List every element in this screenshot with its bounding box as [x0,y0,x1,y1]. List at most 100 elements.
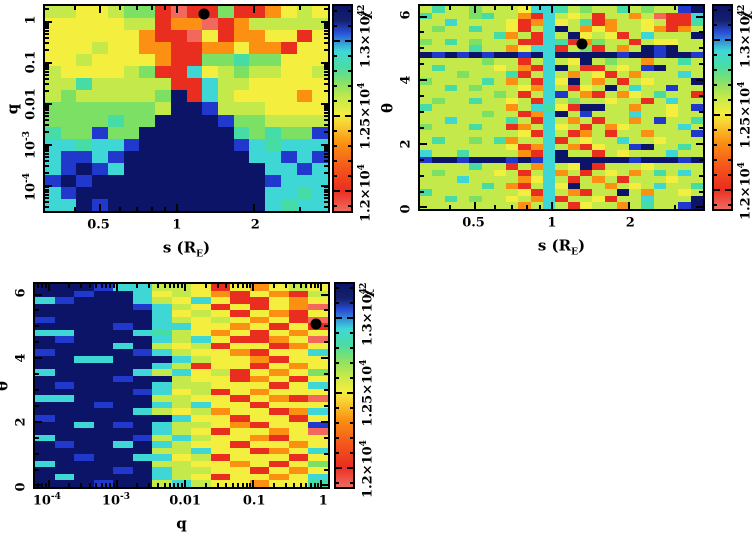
heatmap-cell [420,38,433,46]
axis-tick [348,69,351,72]
heatmap-cell [616,136,630,144]
heatmap-cell [653,58,667,65]
heatmap-cell [653,189,667,196]
heatmap-cell [107,30,124,43]
heatmap-cell [481,32,494,39]
axis-tick [44,483,47,487]
heatmap-cell [678,45,691,52]
heatmap-cell [555,64,568,72]
axis-tick [45,20,52,23]
axis-tick [253,6,256,13]
heatmap-cell [653,32,667,39]
heatmap-cell [592,195,605,203]
heatmap-cell [641,38,654,46]
heatmap-cell [432,202,445,209]
heatmap-cell [481,64,494,72]
heatmap-cell [690,189,703,196]
heatmap-cell [592,163,605,170]
heatmap-cell [230,329,250,337]
axis-tick [324,193,328,196]
heatmap-cell [93,349,114,357]
heatmap-cell [666,182,679,190]
heatmap-cell [93,369,114,376]
heatmap-cell [54,454,75,461]
axis-tick [334,39,340,42]
heatmap-cell [60,30,77,43]
heatmap-cell [92,54,108,67]
heatmap-cell [420,150,433,157]
heatmap-cell [629,150,642,157]
heatmap-cell [280,138,297,151]
heatmap-cell [604,189,617,196]
heatmap-cell [288,356,309,363]
heatmap-cell [152,336,172,343]
heatmap-cell [93,428,114,435]
colorbar-gradient [336,284,353,487]
heatmap-cell [107,54,124,67]
heatmap-cell [210,421,231,429]
heatmap-cell [678,84,691,92]
heatmap-cell [629,38,642,46]
heatmap-cell [191,297,211,304]
heatmap-cell [249,30,266,43]
heatmap-cell [74,421,94,429]
heatmap-cell [93,323,114,330]
heatmap-cell [217,78,234,91]
axis-tick [321,357,328,360]
heatmap-cell [74,369,94,376]
heatmap-cell [280,198,297,211]
heatmap-cell [432,71,445,79]
heatmap-cell [170,18,187,31]
heatmap-cell [35,401,55,409]
heatmap-cell [269,349,289,357]
heatmap-cell [604,78,617,85]
heatmap-cell [132,454,153,461]
heatmap-cell [210,369,231,376]
heatmap-cell [432,163,445,170]
heatmap-cell [74,284,94,291]
heatmap-cell [666,123,679,131]
heatmap-cell [481,25,494,33]
axis-tick [699,126,703,129]
heatmap-cell [35,369,55,376]
heatmap-cell [579,136,593,144]
heatmap-cell [690,182,703,190]
heatmap-cell [666,176,679,183]
heatmap-cell [481,78,494,85]
heatmap-cell [653,104,667,111]
axis-tick [35,325,39,328]
heatmap-cell [152,356,172,363]
heatmap-cell [210,460,231,468]
axis-tick [728,173,731,176]
axis-tick [324,104,328,107]
heatmap-cell [265,6,281,19]
axis-tick [324,70,328,73]
heatmap-cell [543,182,556,190]
heatmap-cell [308,414,328,422]
heatmap-cell [113,467,133,474]
heatmap-cell [506,104,519,111]
heatmap-cell [60,138,77,151]
heatmap-cell [249,54,266,67]
heatmap-cell [308,349,328,357]
heatmap-cell [296,162,313,175]
heatmap-cell [456,156,470,164]
axis-tick [673,6,676,10]
heatmap-cell [543,78,556,85]
heatmap-cell [54,401,75,409]
heatmap-cell [186,114,203,127]
heatmap-cell [678,123,691,131]
heatmap-cell [54,421,75,429]
heatmap-cell [579,12,593,20]
heatmap-cell [113,388,133,396]
heatmap-cell [616,51,630,59]
axis-tick [324,42,328,45]
heatmap-cell [60,54,77,67]
heatmap-cell [678,12,691,20]
heatmap-cell [93,388,114,396]
axis-tick [35,436,39,439]
heatmap-cell [555,130,568,137]
heatmap-cell [567,104,580,111]
heatmap-cell [579,169,593,177]
axis-tick [334,175,337,178]
